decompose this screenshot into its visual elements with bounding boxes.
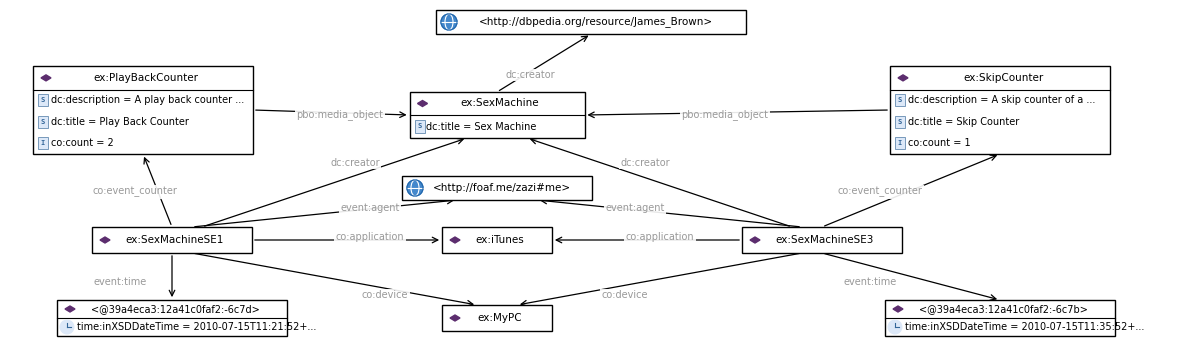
Bar — [885, 300, 1115, 336]
Polygon shape — [450, 315, 460, 321]
Text: ex:SexMachineSE1: ex:SexMachineSE1 — [125, 235, 225, 245]
Text: S: S — [898, 98, 902, 104]
Bar — [436, 10, 746, 34]
Text: I: I — [41, 140, 45, 146]
Text: ex:MyPC: ex:MyPC — [478, 313, 522, 323]
Text: event:agent: event:agent — [340, 203, 400, 213]
Polygon shape — [450, 237, 460, 243]
Text: co:application: co:application — [336, 232, 404, 242]
Bar — [895, 137, 905, 149]
Text: ex:SkipCounter: ex:SkipCounter — [963, 73, 1044, 83]
Polygon shape — [751, 237, 760, 243]
Bar — [895, 116, 905, 128]
Bar — [442, 305, 552, 331]
Text: dc:creator: dc:creator — [505, 70, 554, 80]
Text: co:device: co:device — [362, 290, 408, 300]
Text: <@39a4eca3:12a41c0faf2:-6c7d>: <@39a4eca3:12a41c0faf2:-6c7d> — [91, 304, 259, 314]
Text: event:agent: event:agent — [605, 203, 664, 213]
Text: <http://foaf.me/zazi#me>: <http://foaf.me/zazi#me> — [433, 183, 571, 193]
Text: co:application: co:application — [625, 232, 694, 242]
Text: co:event_counter: co:event_counter — [92, 187, 177, 197]
Text: <http://dbpedia.org/resource/James_Brown>: <http://dbpedia.org/resource/James_Brown… — [479, 16, 713, 27]
Text: co:count = 1: co:count = 1 — [908, 138, 970, 148]
Text: S: S — [898, 119, 902, 125]
Polygon shape — [65, 306, 74, 312]
Circle shape — [407, 180, 423, 196]
Text: ex:SexMachine: ex:SexMachine — [461, 99, 539, 109]
Circle shape — [888, 320, 902, 334]
Circle shape — [441, 14, 457, 30]
Text: co:count = 2: co:count = 2 — [51, 138, 113, 148]
Text: dc:description = A play back counter ...: dc:description = A play back counter ... — [51, 95, 245, 105]
Text: S: S — [41, 98, 45, 104]
Text: time:inXSDDateTime = 2010-07-15T11:21:52+...: time:inXSDDateTime = 2010-07-15T11:21:52… — [77, 322, 317, 332]
Bar — [890, 66, 1110, 154]
Polygon shape — [41, 75, 51, 81]
Bar — [38, 116, 48, 128]
Text: event:time: event:time — [844, 277, 897, 287]
Bar — [92, 227, 252, 253]
Circle shape — [60, 320, 74, 334]
Bar — [742, 227, 902, 253]
Polygon shape — [417, 100, 428, 106]
Polygon shape — [892, 306, 903, 312]
Polygon shape — [100, 237, 110, 243]
Bar — [402, 176, 592, 200]
Text: S: S — [417, 124, 422, 130]
Text: dc:creator: dc:creator — [621, 158, 670, 168]
Bar — [33, 66, 253, 154]
Text: event:time: event:time — [93, 277, 147, 287]
Text: dc:title = Sex Machine: dc:title = Sex Machine — [427, 121, 537, 131]
Text: dc:creator: dc:creator — [330, 158, 379, 168]
Text: pbo:media_object: pbo:media_object — [682, 110, 768, 120]
Bar — [57, 300, 287, 336]
Bar — [38, 94, 48, 106]
Text: ex:SexMachineSE3: ex:SexMachineSE3 — [775, 235, 875, 245]
Bar — [409, 92, 585, 138]
Text: ex:iTunes: ex:iTunes — [475, 235, 525, 245]
Bar — [895, 94, 905, 106]
Text: time:inXSDDateTime = 2010-07-15T11:35:52+...: time:inXSDDateTime = 2010-07-15T11:35:52… — [905, 322, 1144, 332]
Bar — [442, 227, 552, 253]
Text: I: I — [898, 140, 902, 146]
Text: S: S — [41, 119, 45, 125]
Text: <@39a4eca3:12a41c0faf2:-6c7b>: <@39a4eca3:12a41c0faf2:-6c7b> — [918, 304, 1087, 314]
Text: ex:PlayBackCounter: ex:PlayBackCounter — [93, 73, 199, 83]
Text: pbo:media_object: pbo:media_object — [297, 110, 383, 120]
Text: co:event_counter: co:event_counter — [838, 187, 922, 197]
Polygon shape — [898, 75, 908, 81]
Text: dc:title = Play Back Counter: dc:title = Play Back Counter — [51, 117, 189, 127]
Bar — [415, 120, 424, 133]
Text: dc:description = A skip counter of a ...: dc:description = A skip counter of a ... — [908, 95, 1096, 105]
Text: dc:title = Skip Counter: dc:title = Skip Counter — [908, 117, 1019, 127]
Bar — [38, 137, 48, 149]
Text: co:device: co:device — [602, 290, 648, 300]
